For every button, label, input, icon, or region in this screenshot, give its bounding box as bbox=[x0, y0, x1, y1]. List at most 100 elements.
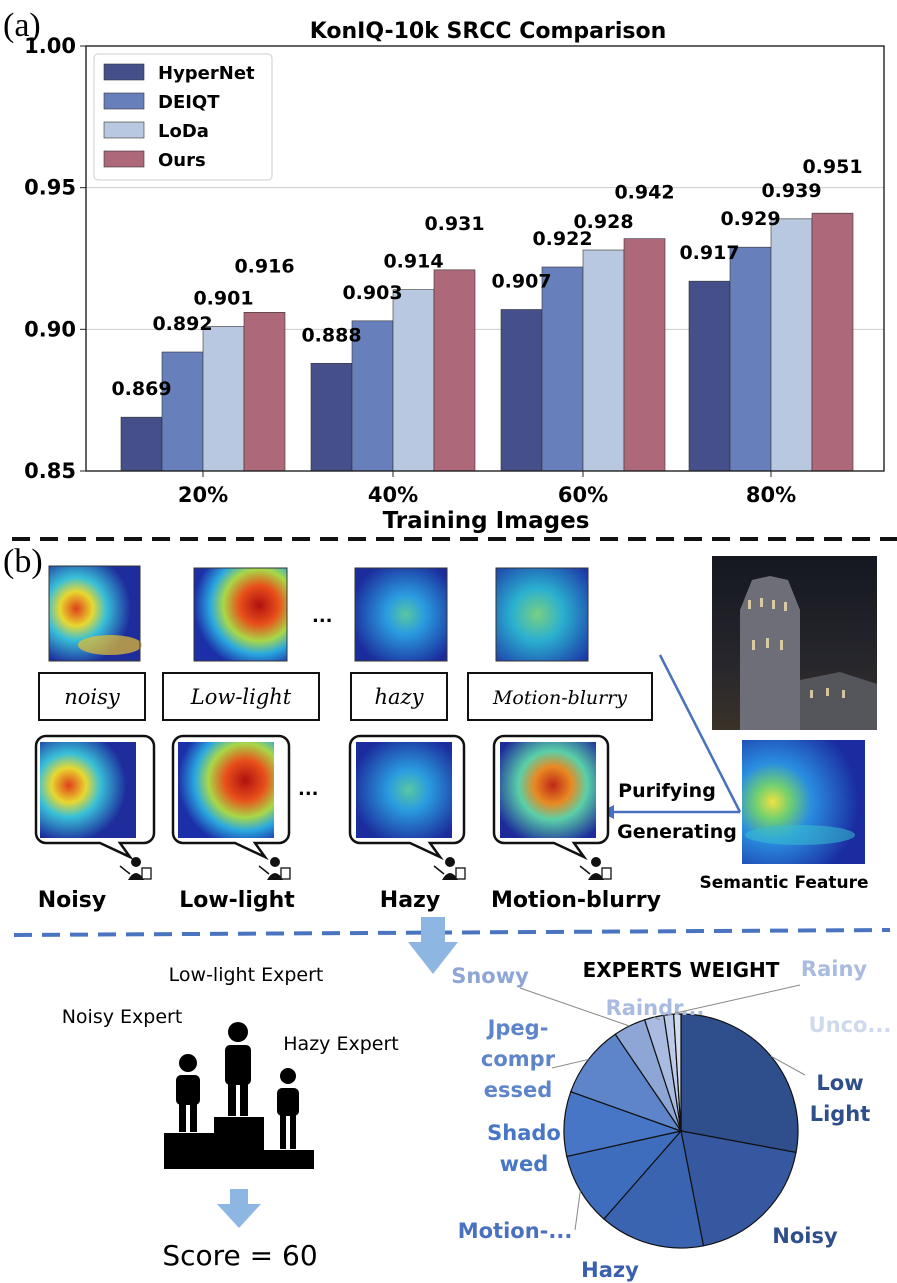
noisy-expert-label: Noisy Expert bbox=[62, 1006, 183, 1028]
x-axis-label: Training Images bbox=[383, 508, 590, 534]
pie-slice bbox=[570, 1033, 683, 1133]
pie-label: Rainy bbox=[801, 957, 867, 981]
pie-label: Jpeg-compr essed bbox=[481, 1016, 556, 1102]
prompt-box-motion bbox=[467, 672, 653, 721]
teacher-icon bbox=[258, 857, 291, 880]
legend-swatch bbox=[103, 63, 145, 81]
bar bbox=[202, 326, 245, 472]
pie-slice bbox=[680, 1130, 797, 1247]
chart-legend: HyperNet DEIQT LoDa Ours bbox=[93, 53, 273, 181]
bar-value-label: 0.916 bbox=[234, 255, 294, 277]
pie-leader-line bbox=[574, 1190, 581, 1231]
bar bbox=[351, 320, 394, 472]
panel-b-label: (b) bbox=[3, 543, 43, 580]
bar bbox=[623, 238, 666, 472]
bar-value-label: 0.931 bbox=[424, 213, 484, 235]
heatmap-motion-top bbox=[495, 567, 589, 662]
chart-frame bbox=[85, 45, 885, 472]
expert-bubble-motion bbox=[492, 734, 610, 861]
semantic-feature-label: Semantic Feature bbox=[699, 873, 868, 893]
y-tick-label: 1.00 bbox=[24, 34, 76, 58]
prompt-lowlight: Low-light bbox=[190, 685, 292, 709]
chart-data-labels: 0.869 0.892 0.901 0.916 0.888 0.903 0.914 0.931… bbox=[111, 156, 862, 400]
expert-label-noisy: Noisy bbox=[38, 888, 107, 913]
x-tick-label: 80% bbox=[746, 483, 796, 507]
pie-leader-line bbox=[519, 987, 630, 1027]
bar bbox=[729, 246, 772, 472]
blue-divider bbox=[13, 928, 891, 937]
expert-label-hazy: Hazy bbox=[380, 888, 440, 913]
prompt-box-lowlight bbox=[162, 672, 320, 721]
pie-slice bbox=[672, 1013, 682, 1132]
y-tick-label: 0.95 bbox=[24, 176, 76, 200]
chart-bars bbox=[120, 212, 854, 472]
purifying-text: Purifying bbox=[618, 780, 716, 802]
pie-leader-line bbox=[770, 1055, 806, 1076]
expert-bubble-hazy bbox=[348, 734, 466, 861]
legend-swatch bbox=[103, 150, 145, 168]
input-photo bbox=[712, 556, 877, 730]
hazy-expert-label: Hazy Expert bbox=[283, 1033, 398, 1055]
bar-value-label: 0.939 bbox=[761, 180, 821, 202]
bar-value-label: 0.888 bbox=[301, 324, 361, 346]
pie-label: Shado wed bbox=[487, 1121, 561, 1176]
prompt-hazy: hazy bbox=[375, 685, 425, 709]
bar-value-label: 0.922 bbox=[532, 228, 592, 250]
teacher-icon bbox=[579, 857, 612, 880]
pie-label: Unco... bbox=[809, 1013, 892, 1037]
prompt-noisy: noisy bbox=[64, 685, 121, 709]
podium-icon bbox=[164, 1022, 314, 1169]
y-tick-label: 0.90 bbox=[24, 317, 76, 341]
bar-value-label: 0.892 bbox=[152, 313, 212, 335]
legend-swatch bbox=[103, 92, 145, 110]
expert-bubble-lowlight bbox=[171, 734, 291, 861]
bar-value-label: 0.869 bbox=[111, 378, 171, 400]
lowlight-expert-label: Low-light Expert bbox=[169, 964, 324, 986]
teacher-icon bbox=[433, 857, 466, 880]
bar-value-label: 0.907 bbox=[491, 271, 551, 293]
bar-value-label: 0.929 bbox=[720, 208, 780, 230]
pie-labels: Low Light Noisy Hazy Motion-... Shado wed Jpeg-… bbox=[451, 957, 891, 1282]
semantic-feature-heatmap bbox=[742, 740, 865, 864]
bar bbox=[120, 416, 163, 472]
prompt-box-hazy bbox=[350, 672, 448, 721]
pie-leader-line bbox=[653, 1016, 661, 1021]
expert-label-motion: Motion-blurry bbox=[491, 888, 661, 913]
pie-label: Low Light bbox=[810, 1071, 871, 1126]
bar bbox=[811, 212, 854, 472]
score-text: Score = 60 bbox=[162, 1239, 317, 1272]
down-arrow bbox=[408, 917, 458, 974]
y-tick-label: 0.85 bbox=[24, 459, 76, 483]
bar-value-label: 0.928 bbox=[573, 211, 633, 233]
ellipsis-top: ... bbox=[312, 606, 333, 627]
bar-value-label: 0.942 bbox=[614, 182, 674, 204]
pie-leader-line bbox=[551, 1058, 589, 1069]
bar bbox=[582, 249, 625, 472]
legend-label: HyperNet bbox=[158, 63, 255, 84]
expert-label-lowlight: Low-light bbox=[179, 888, 295, 913]
ellipsis-bottom: ... bbox=[298, 779, 319, 800]
flow-line bbox=[658, 654, 742, 813]
pie-slice bbox=[566, 1130, 683, 1220]
heatmap-lowlight-top bbox=[193, 567, 288, 662]
bar-value-label: 0.901 bbox=[193, 288, 253, 310]
prompt-motion: Motion-blurry bbox=[492, 687, 627, 709]
heatmap-hazy-top bbox=[354, 567, 448, 662]
pie-title: EXPERTS WEIGHT bbox=[583, 958, 780, 982]
bar-value-label: 0.917 bbox=[679, 242, 739, 264]
pie-label: Hazy bbox=[581, 1258, 639, 1282]
legend-label: Ours bbox=[158, 150, 206, 171]
bar-value-label: 0.951 bbox=[802, 156, 862, 178]
y-axis-ticks: 0.85 0.90 0.95 1.00 bbox=[24, 34, 86, 483]
pie-slices bbox=[563, 1013, 799, 1249]
bar bbox=[500, 309, 543, 472]
pie-slice bbox=[680, 1013, 799, 1154]
bar bbox=[243, 312, 286, 472]
teacher-icon bbox=[119, 857, 152, 880]
down-arrow-score bbox=[217, 1189, 261, 1228]
bar-value-label: 0.903 bbox=[342, 282, 402, 304]
x-tick-label: 40% bbox=[368, 483, 418, 507]
pie-label: Noisy bbox=[772, 1224, 838, 1248]
legend-swatch bbox=[103, 121, 145, 139]
prompt-box-noisy bbox=[38, 672, 146, 721]
